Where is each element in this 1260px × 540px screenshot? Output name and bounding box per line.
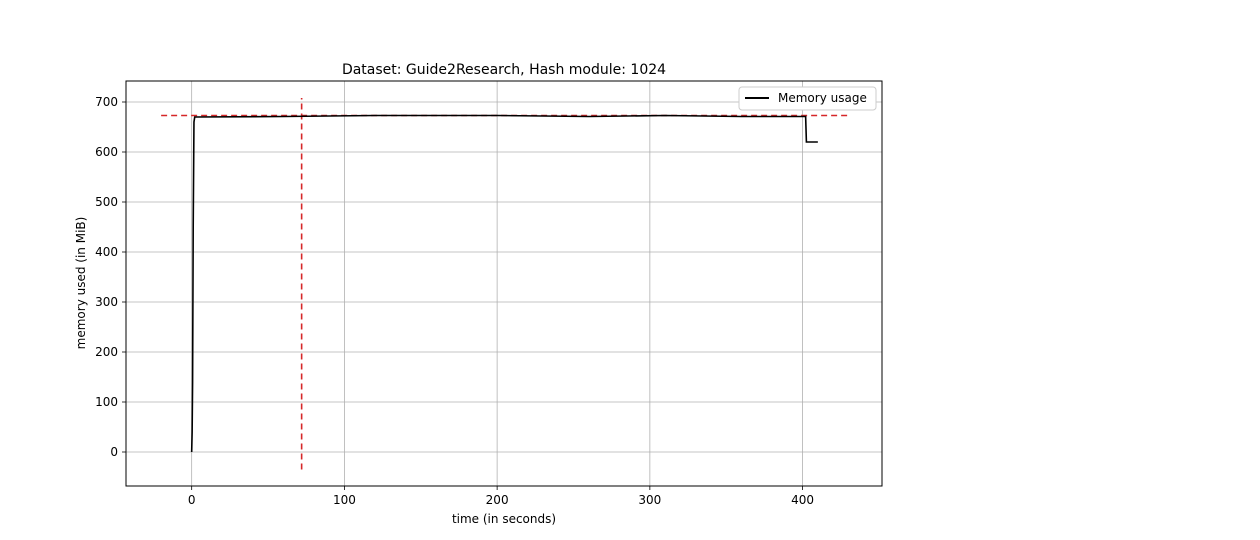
- legend-label-memory-usage: Memory usage: [778, 91, 867, 105]
- legend: Memory usage: [738, 86, 877, 111]
- y-tick-label: 100: [95, 395, 118, 409]
- plot-area-frame: [125, 80, 883, 487]
- y-tick-label: 300: [95, 295, 118, 309]
- y-tick-label: 400: [95, 245, 118, 259]
- y-tick-label: 500: [95, 195, 118, 209]
- series-layer: [190, 114, 818, 453]
- x-axis-ticks: 0 100 200 300 400: [188, 486, 814, 507]
- reference-lines: [161, 98, 849, 470]
- y-axis-label: memory used (in MiB): [74, 217, 88, 350]
- grid-lines: [126, 81, 882, 486]
- y-tick-label: 0: [110, 445, 118, 459]
- x-tick-label: 200: [486, 493, 509, 507]
- chart-title: Dataset: Guide2Research, Hash module: 10…: [342, 62, 666, 78]
- legend-box: [738, 86, 877, 111]
- series-line-memory-usage: [190, 114, 818, 453]
- y-tick-label: 700: [95, 95, 118, 109]
- y-axis-ticks: 0 100 200 300 400 500 600 700: [95, 95, 126, 459]
- x-axis-label: time (in seconds): [452, 512, 556, 526]
- x-tick-label: 0: [188, 493, 196, 507]
- y-tick-label: 200: [95, 345, 118, 359]
- x-tick-label: 300: [638, 493, 661, 507]
- x-tick-label: 400: [791, 493, 814, 507]
- x-tick-label: 100: [333, 493, 356, 507]
- y-tick-label: 600: [95, 145, 118, 159]
